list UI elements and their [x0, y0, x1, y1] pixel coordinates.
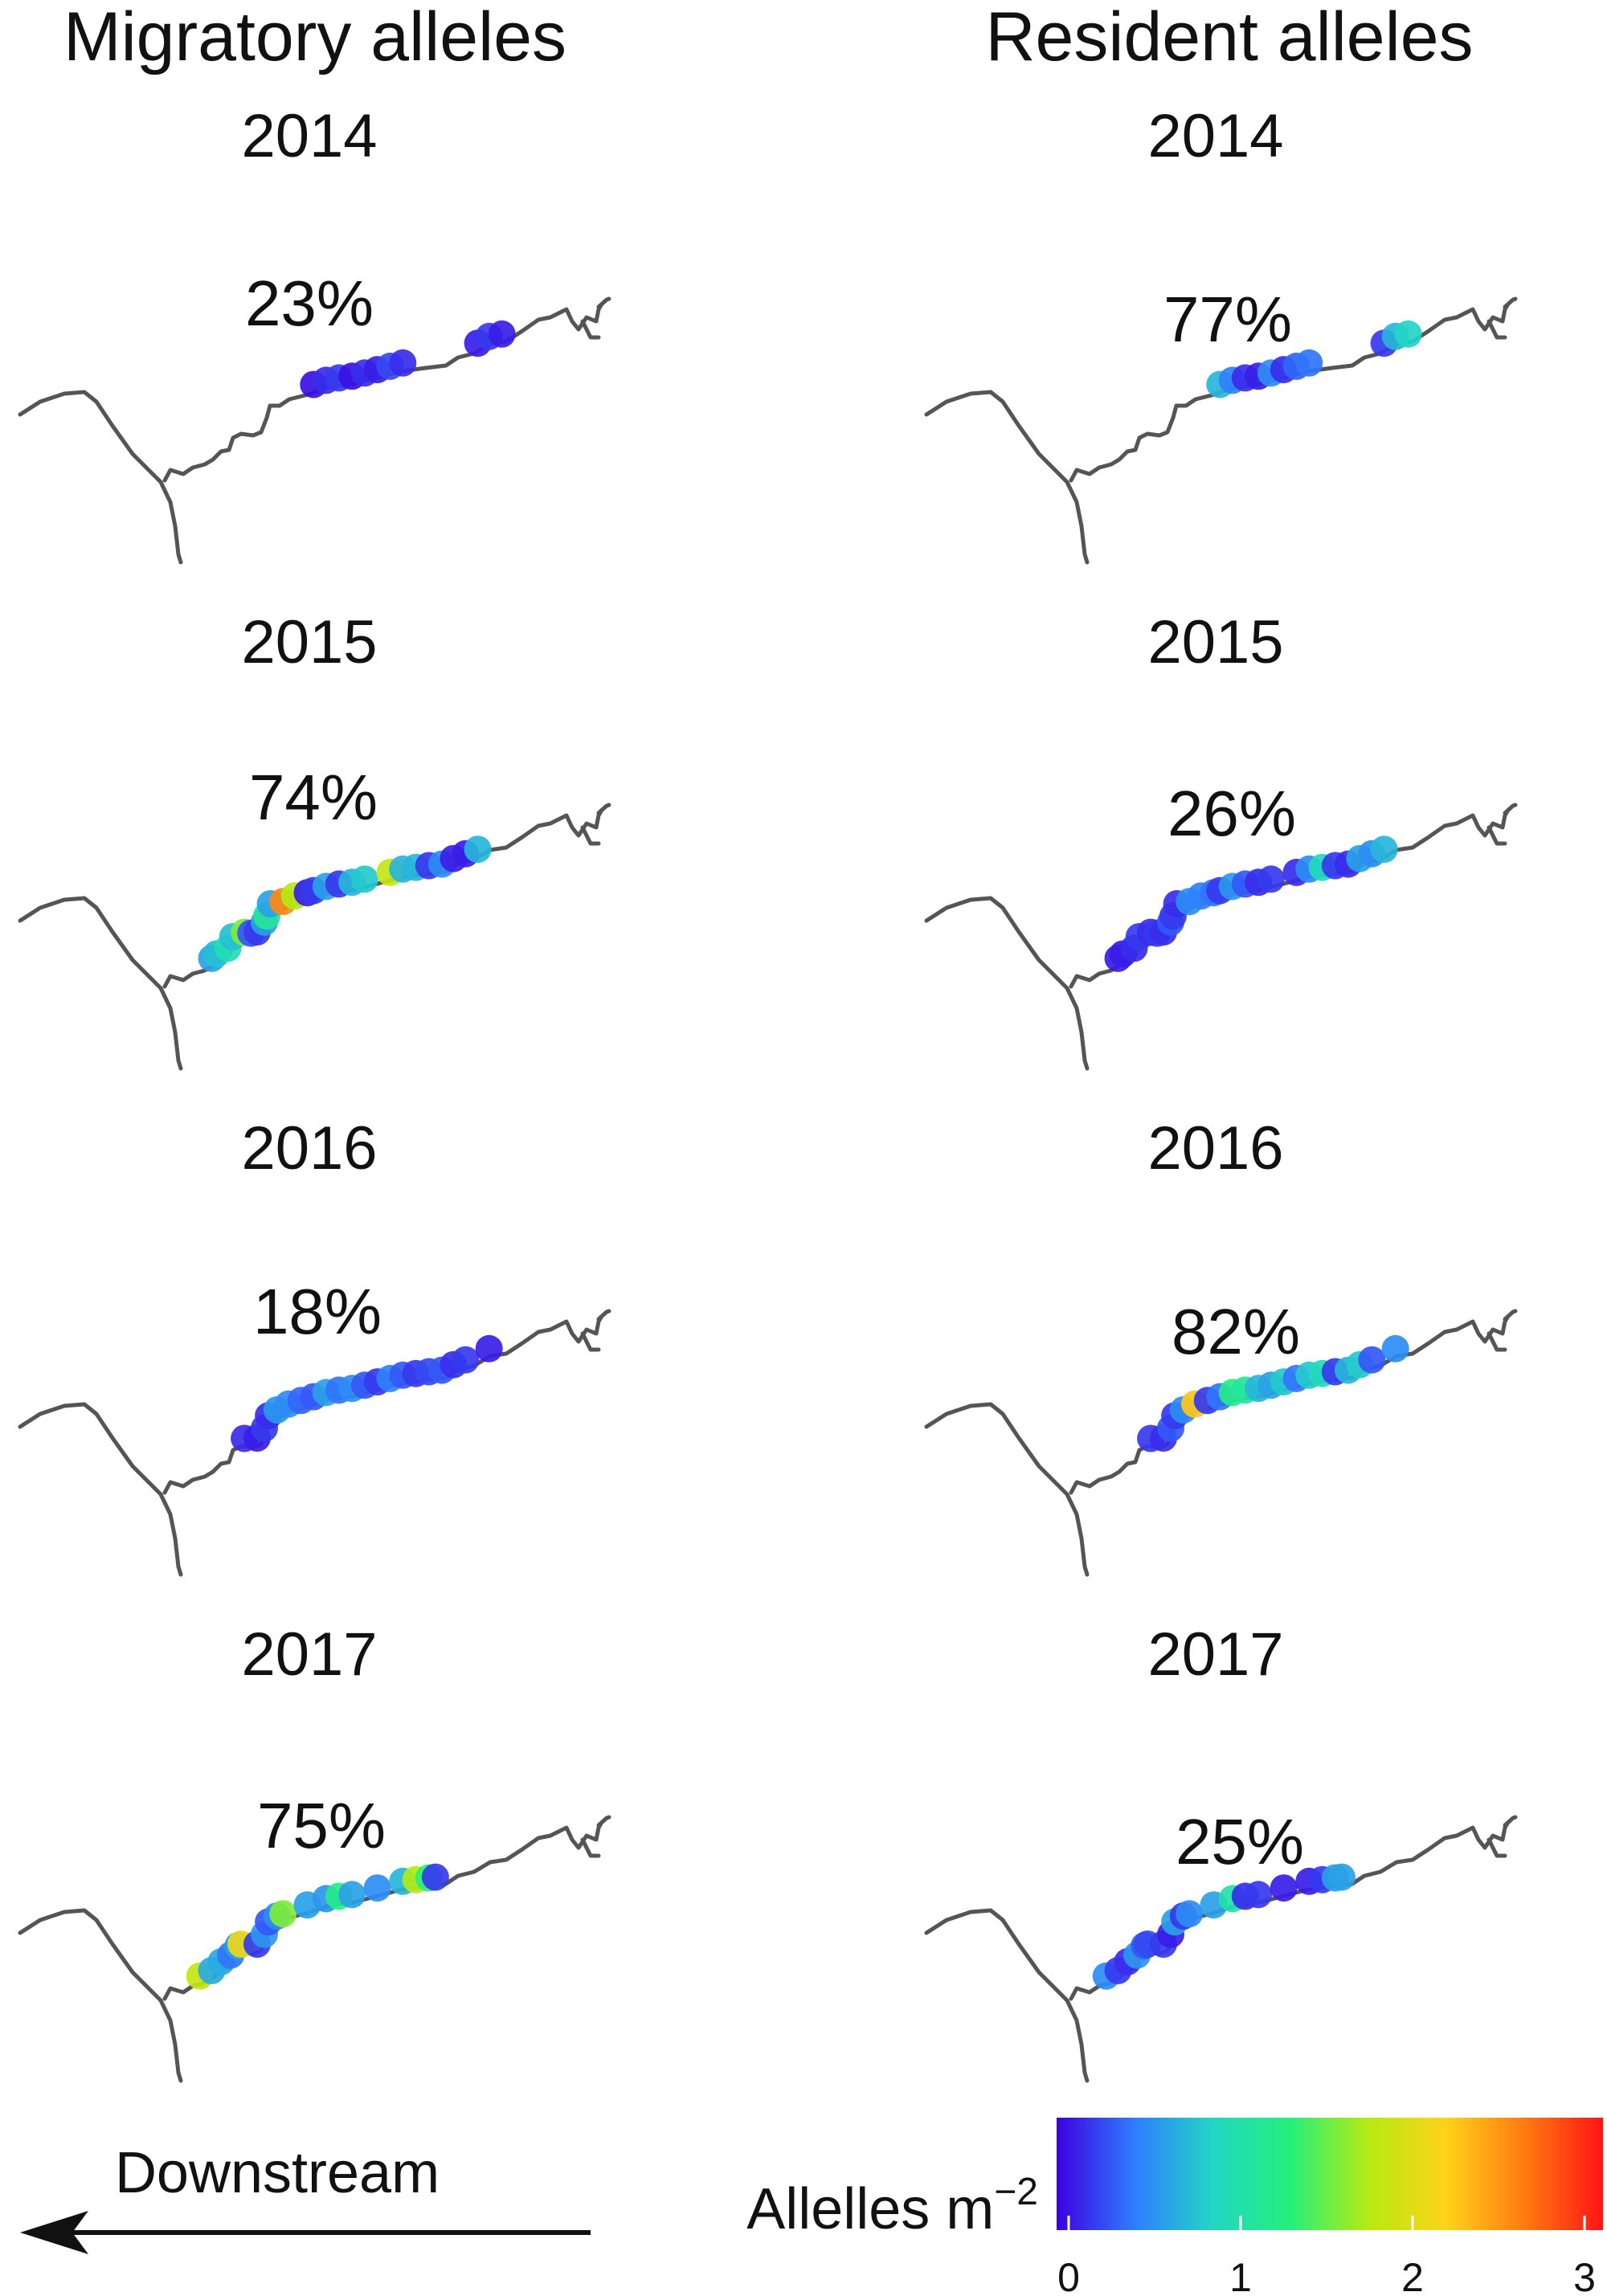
river-group	[20, 1817, 609, 2081]
downstream-arrow: Downstream	[20, 2141, 591, 2254]
colorbar-tick-label: 2	[1401, 2255, 1424, 2296]
allele-density-point	[1176, 1900, 1204, 1928]
colorbar-tick-label: 1	[1229, 2255, 1252, 2296]
panel-percent: 18%	[253, 1276, 382, 1347]
map-panel-resident-2016: 2016 82%	[926, 1114, 1515, 1575]
colorbar-label: Allelles m−2	[746, 2171, 1038, 2241]
map-panel-migratory-2016: 2016 18%	[20, 1114, 609, 1575]
panel-percent: 25%	[1176, 1806, 1304, 1877]
allele-density-point	[269, 1900, 297, 1928]
colorbar-ticks: 0 1 2 3	[1057, 2216, 1596, 2296]
panel-year: 2017	[241, 1620, 377, 1689]
allele-density-point	[1358, 1346, 1386, 1374]
allele-density-point	[488, 320, 516, 348]
allele-density-point	[350, 865, 378, 893]
allele-density-point	[363, 1874, 391, 1902]
allele-density-point	[1257, 865, 1285, 893]
map-panels: 2014 23% 2014 77% 2015 74% 2015 26% 2016 18% 2016 8…	[20, 102, 1515, 2081]
panel-year: 2017	[1147, 1620, 1283, 1689]
colorbar-gradient	[1057, 2118, 1603, 2230]
panel-percent: 26%	[1167, 778, 1296, 849]
map-panel-resident-2015: 2015 26%	[926, 608, 1515, 1068]
colorbar-label-superscript: −2	[994, 2171, 1038, 2213]
allele-density-point	[1295, 349, 1323, 377]
river-group	[926, 805, 1515, 1068]
river-group	[20, 299, 609, 562]
downstream-arrow-head	[20, 2211, 88, 2254]
river-group	[20, 805, 609, 1068]
downstream-label: Downstream	[115, 2141, 440, 2205]
panel-percent: 75%	[257, 1790, 386, 1861]
colorbar-label-text: Allelles m	[746, 2177, 994, 2241]
panel-percent: 23%	[245, 268, 374, 339]
column-title-migratory: Migratory alleles	[63, 0, 566, 76]
panel-year: 2016	[1147, 1114, 1283, 1183]
colorbar-tick-label: 0	[1057, 2255, 1080, 2296]
panel-percent: 82%	[1172, 1296, 1300, 1367]
map-panel-migratory-2014: 2014 23%	[20, 102, 609, 562]
colorbar-tick-label: 3	[1573, 2255, 1596, 2296]
panel-year: 2015	[1147, 608, 1283, 676]
panel-year: 2016	[241, 1114, 377, 1183]
allele-density-point	[1327, 1863, 1356, 1891]
map-panel-migratory-2017: 2017 75%	[20, 1620, 609, 2081]
allele-density-point	[1370, 835, 1398, 864]
river-group	[20, 1311, 609, 1575]
river-group	[926, 1311, 1515, 1575]
panel-percent: 74%	[249, 762, 378, 833]
panel-percent: 77%	[1163, 284, 1292, 355]
panel-year: 2014	[1147, 102, 1283, 170]
allele-density-point	[338, 1881, 366, 1909]
map-panel-resident-2014: 2014 77%	[926, 102, 1515, 562]
river-line	[20, 805, 609, 1068]
allele-density-point	[421, 1863, 449, 1891]
allele-density-point	[452, 1346, 480, 1374]
map-panel-resident-2017: 2017 25%	[926, 1620, 1515, 2081]
allele-density-point	[464, 835, 492, 864]
colorbar: Allelles m−2 0 1 2 3	[746, 2118, 1603, 2296]
panel-year: 2014	[241, 102, 377, 170]
allele-density-point	[1381, 1334, 1409, 1362]
river-line	[20, 1311, 609, 1575]
allele-density-point	[1270, 1874, 1298, 1902]
allele-density-point	[1245, 1881, 1273, 1909]
allele-density-point	[475, 1334, 503, 1362]
allele-density-point	[389, 349, 417, 377]
river-group	[926, 299, 1515, 562]
river-group	[926, 1817, 1515, 2081]
panel-year: 2015	[241, 608, 377, 676]
column-title-resident: Resident alleles	[985, 0, 1473, 76]
allele-density-point	[1394, 320, 1422, 348]
map-panel-migratory-2015: 2015 74%	[20, 608, 609, 1068]
